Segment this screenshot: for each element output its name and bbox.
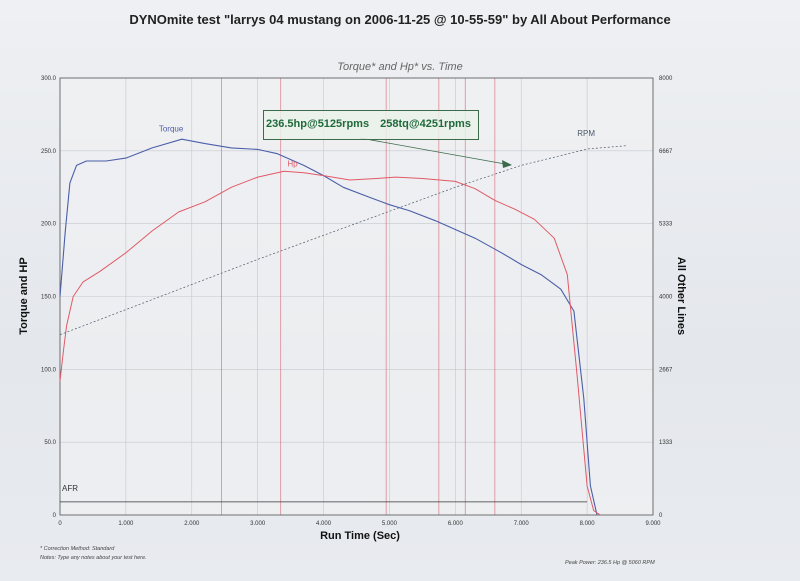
x-axis-label: Run Time (Sec) — [320, 530, 400, 542]
y-tick-label: 100.0 — [41, 367, 57, 373]
y-tick-label: 200.0 — [41, 222, 57, 228]
x-tick-label: 1.000 — [118, 521, 134, 527]
y2-tick-label: 4000 — [659, 295, 673, 301]
page-title: DYNOmite test "larrys 04 mustang on 2006… — [129, 12, 671, 27]
y2-tick-label: 5333 — [659, 222, 673, 228]
vertical-markers — [221, 78, 496, 515]
annotation-tq: 258tq@4251rpms — [380, 118, 471, 130]
footer-peak: Peak Power: 236.5 Hp @ 5060 RPM — [565, 560, 655, 566]
x-tick-label: 5.000 — [382, 521, 398, 527]
y2-tick-label: 2667 — [659, 367, 673, 373]
y-tick-label: 150.0 — [41, 295, 57, 301]
series-layer — [59, 138, 627, 516]
annotation-arrows — [359, 137, 512, 168]
series-label-rpm: RPM — [577, 129, 595, 138]
y2-axis-label: All Other Lines — [675, 256, 687, 336]
annotation-box — [263, 110, 479, 140]
annotation-arrow-line — [359, 137, 506, 165]
series-label-torque: Torque — [159, 124, 184, 133]
series-label-hp: Hp — [287, 159, 298, 168]
footer-notes: Notes: Type any notes about your test he… — [40, 555, 147, 561]
x-tick-label: 6.000 — [448, 521, 464, 527]
annotation-hp: 236.5hp@5125rpms — [266, 118, 370, 130]
y2-tick-label: 8000 — [659, 76, 673, 82]
tick-labels: 0 1.000 2.000 3.000 4.000 5.000 6.000 7.000 8.00… — [41, 76, 673, 527]
series-line-hp — [59, 170, 601, 516]
y2-tick-label: 6667 — [659, 149, 673, 155]
footer-correction: * Correction Method: Standard — [40, 546, 115, 552]
y2-tick-label: 1333 — [659, 440, 673, 446]
y-tick-label: 0 — [53, 513, 57, 519]
x-tick-label: 3.000 — [250, 521, 266, 527]
series-line-rpm — [59, 145, 627, 336]
x-tick-label: 0 — [58, 521, 62, 527]
annotation-arrow-head — [502, 160, 512, 168]
chart-title: Torque* and Hp* vs. Time — [337, 61, 463, 73]
x-tick-label: 2.000 — [184, 521, 200, 527]
y-tick-label: 300.0 — [41, 76, 57, 82]
y-tick-label: 250.0 — [41, 149, 57, 155]
x-tick-label: 7.000 — [514, 521, 530, 527]
x-tick-label: 9.000 — [645, 521, 661, 527]
x-tick-label: 8.000 — [580, 521, 596, 527]
y-tick-label: 50.0 — [44, 440, 56, 446]
y2-tick-label: 0 — [659, 513, 663, 519]
grid — [59, 77, 654, 516]
series-labels: Torque Hp RPM AFR — [62, 124, 595, 493]
annotation-text: 236.5hp@5125rpms 258tq@4251rpms — [266, 118, 479, 130]
x-tick-label: 4.000 — [316, 521, 332, 527]
series-line-torque — [59, 138, 598, 516]
y-axis-label: Torque and HP — [18, 257, 30, 335]
series-label-afr: AFR — [62, 484, 78, 493]
